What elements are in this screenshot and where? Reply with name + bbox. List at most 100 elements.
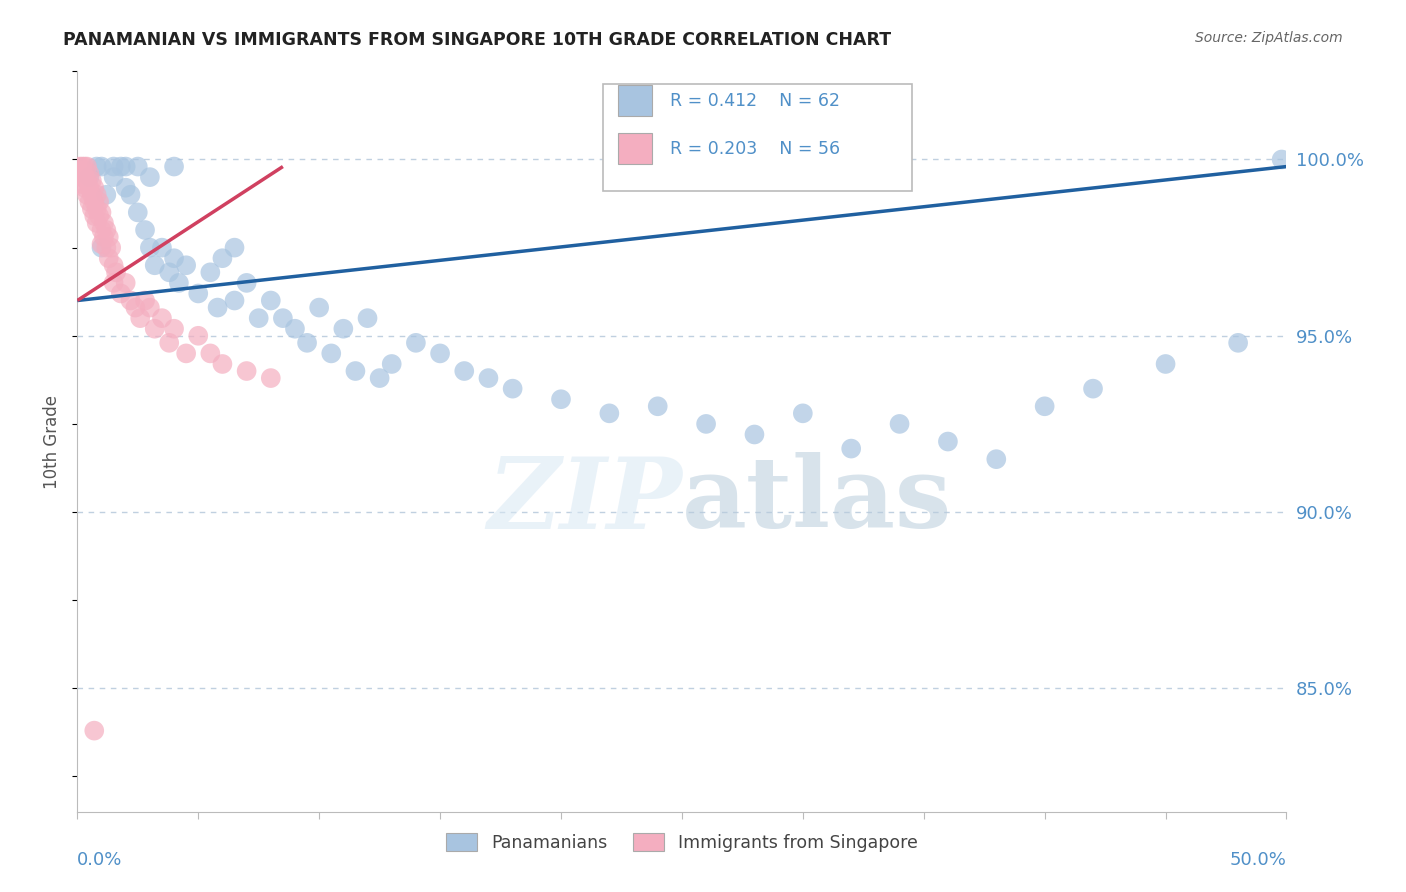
Point xyxy=(200,346,222,360)
Point xyxy=(405,335,427,350)
Point xyxy=(124,301,146,315)
Point xyxy=(73,160,96,174)
Point xyxy=(70,177,93,191)
Point xyxy=(224,241,246,255)
Point xyxy=(211,251,233,265)
Point xyxy=(79,170,101,185)
Point xyxy=(83,723,105,738)
Point xyxy=(80,174,103,188)
Point xyxy=(200,265,222,279)
Point xyxy=(70,170,93,185)
Point xyxy=(839,442,862,456)
Point xyxy=(114,180,136,194)
Point xyxy=(96,187,118,202)
Point xyxy=(90,241,112,255)
Point xyxy=(163,160,186,174)
Point xyxy=(110,160,132,174)
Point xyxy=(187,286,209,301)
FancyBboxPatch shape xyxy=(617,85,652,116)
Point xyxy=(260,371,283,385)
Point xyxy=(86,160,108,174)
Point xyxy=(83,180,105,194)
Point xyxy=(1081,382,1104,396)
Point xyxy=(134,223,156,237)
Point xyxy=(83,194,105,209)
Point xyxy=(235,364,257,378)
Point xyxy=(103,160,125,174)
Text: 0.0%: 0.0% xyxy=(77,851,122,869)
Point xyxy=(103,170,125,185)
Point xyxy=(73,180,96,194)
Point xyxy=(96,241,118,255)
Point xyxy=(792,406,814,420)
Point xyxy=(224,293,246,308)
Point xyxy=(167,276,190,290)
Point xyxy=(368,371,391,385)
Point xyxy=(936,434,959,449)
Point xyxy=(129,311,152,326)
Point xyxy=(103,258,125,272)
Point xyxy=(332,322,354,336)
Point xyxy=(986,452,1008,467)
Point xyxy=(143,322,166,336)
Point xyxy=(90,205,112,219)
Text: R = 0.412    N = 62: R = 0.412 N = 62 xyxy=(669,92,839,110)
Point xyxy=(96,223,118,237)
Point xyxy=(207,301,229,315)
Point xyxy=(90,223,112,237)
Point xyxy=(284,322,307,336)
Point xyxy=(139,170,162,185)
Point xyxy=(69,167,91,181)
Point xyxy=(429,346,451,360)
Point xyxy=(134,293,156,308)
Point xyxy=(69,160,91,174)
Point xyxy=(83,209,105,223)
Point xyxy=(271,311,294,326)
Point xyxy=(73,170,96,185)
Point xyxy=(97,230,120,244)
Point xyxy=(295,335,318,350)
Legend: Panamanians, Immigrants from Singapore: Panamanians, Immigrants from Singapore xyxy=(439,826,925,859)
Point xyxy=(174,258,197,272)
Point xyxy=(114,160,136,174)
Point xyxy=(79,180,101,194)
Point xyxy=(321,346,343,360)
Point xyxy=(90,160,112,174)
Point xyxy=(1033,399,1056,413)
Point xyxy=(100,241,122,255)
Y-axis label: 10th Grade: 10th Grade xyxy=(44,394,62,489)
Point xyxy=(87,209,110,223)
Point xyxy=(76,174,98,188)
Point xyxy=(502,382,524,396)
Point xyxy=(86,187,108,202)
Point xyxy=(80,187,103,202)
Point xyxy=(157,265,180,279)
Point xyxy=(889,417,911,431)
Point xyxy=(163,251,186,265)
Point xyxy=(187,328,209,343)
Point xyxy=(103,276,125,290)
Text: R = 0.203    N = 56: R = 0.203 N = 56 xyxy=(669,140,839,158)
Text: PANAMANIAN VS IMMIGRANTS FROM SINGAPORE 10TH GRADE CORRELATION CHART: PANAMANIAN VS IMMIGRANTS FROM SINGAPORE … xyxy=(63,31,891,49)
Point xyxy=(139,301,162,315)
Point xyxy=(598,406,620,420)
Point xyxy=(453,364,475,378)
Point xyxy=(120,293,142,308)
Point xyxy=(80,202,103,216)
Point xyxy=(477,371,499,385)
Point xyxy=(247,311,270,326)
Text: ZIP: ZIP xyxy=(486,452,682,549)
FancyBboxPatch shape xyxy=(603,84,911,191)
Point xyxy=(139,241,162,255)
Point xyxy=(163,322,186,336)
Point xyxy=(260,293,283,308)
Point xyxy=(90,237,112,252)
Point xyxy=(79,194,101,209)
Point xyxy=(127,160,149,174)
Point xyxy=(97,251,120,265)
Point xyxy=(93,216,115,230)
Point xyxy=(110,286,132,301)
Point xyxy=(647,399,669,413)
Point xyxy=(70,160,93,174)
Point xyxy=(356,311,378,326)
